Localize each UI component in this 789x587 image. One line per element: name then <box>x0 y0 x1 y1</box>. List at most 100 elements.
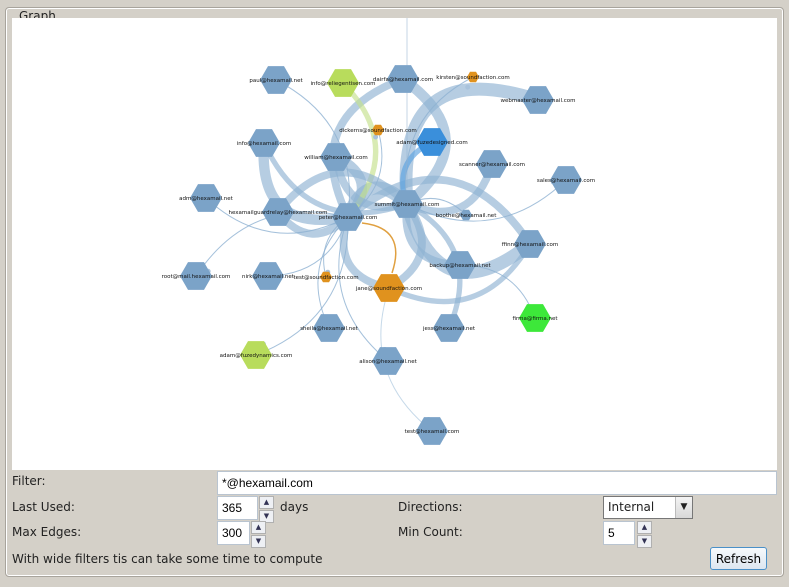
node-hexagon-icon[interactable] <box>320 271 332 283</box>
node-hexagon-icon[interactable] <box>416 417 448 445</box>
graph-node[interactable]: sales@hexamail.com <box>537 166 595 194</box>
node-hexagon-icon[interactable] <box>550 166 582 194</box>
directions-label: Directions: <box>398 500 463 514</box>
node-label: test@hexamail.com <box>405 429 460 435</box>
min-count-spinner[interactable]: ▲ ▼ <box>637 521 652 548</box>
node-hexagon-icon[interactable] <box>373 274 405 302</box>
spin-up-icon[interactable]: ▲ <box>251 521 266 534</box>
node-label: webmaster@hexamail.com <box>501 98 576 104</box>
node-hexagon-icon[interactable] <box>248 129 280 157</box>
graph-node[interactable]: kirsten@soundfaction.com <box>436 71 510 83</box>
graph-node[interactable]: test@soundfaction.com <box>293 271 359 283</box>
graph-node[interactable]: test@hexamail.com <box>405 417 460 445</box>
graph-edge <box>205 197 349 234</box>
spin-down-icon[interactable]: ▼ <box>637 535 652 548</box>
graph-node[interactable]: william@hexamail.com <box>304 143 368 171</box>
node-hexagon-icon[interactable] <box>467 71 479 83</box>
filter-input[interactable] <box>217 471 777 495</box>
node-hexagon-icon[interactable] <box>320 143 352 171</box>
node-label: info@reliegentisen.com <box>310 81 375 87</box>
node-hexagon-icon[interactable] <box>391 190 423 218</box>
max-edges-spinner[interactable]: ▲ ▼ <box>251 521 266 548</box>
graph-edge <box>361 222 397 274</box>
node-hexagon-icon[interactable] <box>190 184 222 212</box>
graph-node[interactable]: jane@soundfaction.com <box>355 274 422 302</box>
graph-node[interactable]: ffinn@hexamail.com <box>502 230 558 258</box>
graph-node[interactable]: dairfa@hexamail.com <box>373 65 433 93</box>
node-label: hexamailguardrelay@hexamail.com <box>228 210 327 216</box>
node-hexagon-icon[interactable] <box>372 347 404 375</box>
graph-node[interactable]: paul@hexamail.net <box>249 66 304 94</box>
node-hexagon-icon[interactable] <box>252 262 284 290</box>
graph-node[interactable]: boothe@hexamail.net <box>436 209 498 221</box>
node-hexagon-icon[interactable] <box>460 209 472 221</box>
graph-node[interactable]: jess@hexamail.net <box>422 314 476 342</box>
node-hexagon-icon[interactable] <box>180 262 212 290</box>
node-label: dickerns@soundfaction.com <box>339 128 417 134</box>
node-hexagon-icon[interactable] <box>327 69 359 97</box>
node-hexagon-icon[interactable] <box>433 314 465 342</box>
graph-node[interactable]: alison@hexamail.net <box>359 347 418 375</box>
graph-node[interactable]: webmaster@hexamail.com <box>501 86 576 114</box>
node-label: adam@fuzedesigned.com <box>396 140 467 146</box>
node-hexagon-icon[interactable] <box>444 251 476 279</box>
graph-edge <box>255 216 349 356</box>
node-label: alison@hexamail.net <box>359 359 417 365</box>
graph-node[interactable]: scanner@hexamail.com <box>459 150 525 178</box>
graph-node[interactable]: backup@hexamail.net <box>429 251 492 279</box>
graph-node[interactable]: dickerns@soundfaction.com <box>339 124 417 136</box>
spin-up-icon[interactable]: ▲ <box>259 496 274 509</box>
node-hexagon-icon[interactable] <box>416 128 448 156</box>
last-used-spinner[interactable]: ▲ ▼ <box>259 496 274 523</box>
graph-edge <box>406 179 567 222</box>
node-label: boothe@hexamail.net <box>436 213 498 219</box>
node-label: sales@hexamail.com <box>537 178 595 184</box>
last-used-input[interactable] <box>217 496 258 520</box>
node-hexagon-icon[interactable] <box>372 124 384 136</box>
node-hexagon-icon[interactable] <box>332 203 364 231</box>
graph-node[interactable]: root@mail.hexamail.com <box>162 262 231 290</box>
node-hexagon-icon[interactable] <box>260 66 292 94</box>
graph-edge <box>345 175 534 247</box>
max-edges-input[interactable] <box>217 521 250 545</box>
directions-select[interactable]: Internal ▼ <box>603 496 693 519</box>
graph-edge <box>328 75 405 219</box>
min-count-label: Min Count: <box>398 525 463 539</box>
directions-value: Internal <box>608 500 655 514</box>
node-label: jess@hexamail.net <box>422 326 476 332</box>
node-label: adm@hexamail.net <box>179 196 234 202</box>
spin-down-icon[interactable]: ▼ <box>251 535 266 548</box>
graph-edge <box>274 168 410 215</box>
min-count-input[interactable] <box>603 521 635 545</box>
graph-node[interactable]: sheila@hexamail.net <box>300 314 359 342</box>
node-hexagon-icon[interactable] <box>519 304 551 332</box>
chevron-down-icon[interactable]: ▼ <box>675 497 692 518</box>
days-label: days <box>280 500 309 514</box>
node-label: william@hexamail.com <box>304 155 368 161</box>
graph-node[interactable]: hexamailguardrelay@hexamail.com <box>228 198 328 226</box>
node-label: summit@hexamail.com <box>375 202 440 208</box>
graph-node[interactable]: peter@hexamail.com <box>319 203 378 231</box>
node-hexagon-icon[interactable] <box>514 230 546 258</box>
node-hexagon-icon[interactable] <box>313 314 345 342</box>
node-hexagon-icon[interactable] <box>387 65 419 93</box>
spin-down-icon[interactable]: ▼ <box>259 510 274 523</box>
node-hexagon-icon[interactable] <box>262 198 294 226</box>
node-label: backup@hexamail.net <box>429 263 491 269</box>
email-graph-canvas[interactable]: paul@hexamail.net info@reliegentisen.comd… <box>12 18 777 470</box>
edge-arrow <box>465 84 471 90</box>
graph-node[interactable]: firma@firma.net <box>513 304 559 332</box>
graph-node[interactable]: summit@hexamail.com <box>375 190 440 218</box>
graph-node[interactable]: info@reliegentisen.com <box>310 69 376 97</box>
graph-node[interactable]: nirk@hexamail.net <box>242 262 295 290</box>
spin-up-icon[interactable]: ▲ <box>637 521 652 534</box>
graph-edge <box>387 242 533 305</box>
graph-node[interactable]: info@hexamail.com <box>237 129 292 157</box>
refresh-button[interactable]: Refresh <box>710 547 767 570</box>
graph-node[interactable]: adm@hexamail.net <box>179 184 234 212</box>
graph-node[interactable]: adam@fuzedynamics.com <box>220 341 293 369</box>
node-hexagon-icon[interactable] <box>522 86 554 114</box>
node-hexagon-icon[interactable] <box>476 150 508 178</box>
node-hexagon-icon[interactable] <box>240 341 272 369</box>
graph-node[interactable]: adam@fuzedesigned.com <box>396 128 468 156</box>
